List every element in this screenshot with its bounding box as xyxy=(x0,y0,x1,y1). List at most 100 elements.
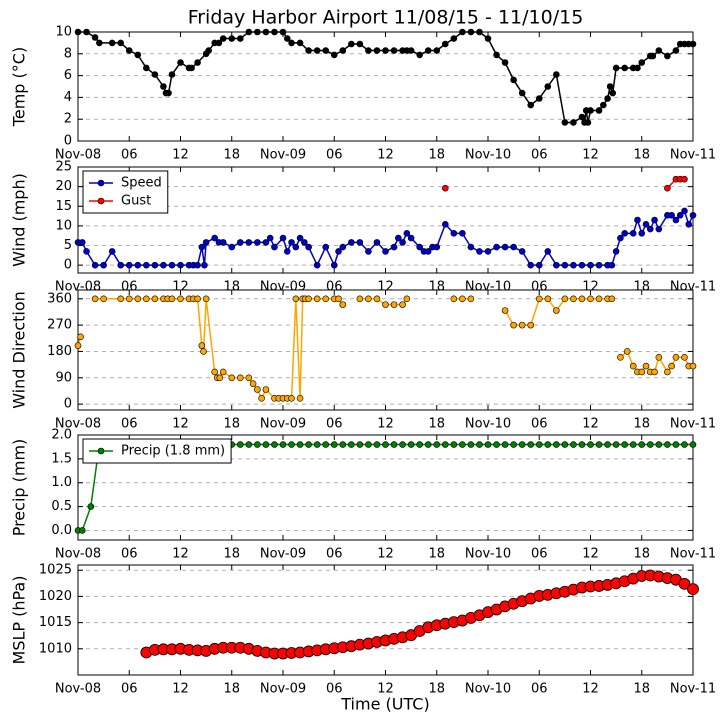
data-point xyxy=(168,71,176,78)
y-axis-label: Precip (mm) xyxy=(10,439,29,537)
data-point xyxy=(292,295,300,303)
data-point xyxy=(125,295,133,303)
data-point xyxy=(216,374,224,382)
x-tick-label: 12 xyxy=(172,148,189,163)
y-tick-label: 0 xyxy=(64,397,72,412)
y-tick-label: 25 xyxy=(55,160,72,175)
data-point xyxy=(236,239,244,246)
data-point xyxy=(687,583,699,595)
data-point xyxy=(623,348,631,355)
data-point xyxy=(600,101,607,109)
data-point xyxy=(570,441,577,448)
data-point xyxy=(245,239,253,246)
data-point xyxy=(416,441,423,448)
y-tick-label: 1025 xyxy=(39,563,72,578)
data-point xyxy=(535,261,543,269)
legend-marker xyxy=(97,179,105,187)
series-line xyxy=(78,209,694,268)
data-point xyxy=(78,239,86,246)
data-point xyxy=(672,47,680,54)
data-point xyxy=(595,441,603,448)
data-point xyxy=(100,261,107,269)
data-point xyxy=(87,503,95,510)
data-point xyxy=(108,248,116,255)
y-tick-label: 0.5 xyxy=(51,499,72,514)
data-point xyxy=(382,441,389,448)
data-point xyxy=(198,243,206,251)
x-tick-label: 06 xyxy=(531,148,548,163)
data-point xyxy=(373,441,381,448)
x-tick-label: Nov-09 xyxy=(260,280,306,295)
data-point xyxy=(467,243,475,251)
data-point xyxy=(609,89,617,97)
data-point xyxy=(262,386,270,393)
x-tick-label: Nov-11 xyxy=(670,280,716,295)
legend-marker xyxy=(97,197,105,205)
data-point xyxy=(201,261,208,269)
data-point xyxy=(617,354,624,361)
series-line xyxy=(95,298,344,401)
data-point xyxy=(493,243,500,251)
data-point xyxy=(339,301,347,308)
data-point xyxy=(339,441,347,448)
data-point xyxy=(168,295,176,303)
data-point xyxy=(553,307,560,314)
data-point xyxy=(215,39,223,47)
x-tick-label: 06 xyxy=(121,547,138,562)
data-point xyxy=(188,64,195,72)
data-point xyxy=(664,368,671,376)
data-point xyxy=(219,35,227,42)
data-point xyxy=(395,234,402,242)
data-point xyxy=(424,441,432,448)
x-tick-label: Nov-08 xyxy=(55,547,101,562)
data-point xyxy=(356,239,364,246)
data-point xyxy=(595,107,603,114)
data-point xyxy=(202,239,210,246)
data-point xyxy=(433,441,441,448)
data-point xyxy=(266,234,274,242)
y-tick-label: 1.0 xyxy=(51,475,72,490)
data-point xyxy=(681,207,688,215)
x-tick-label: 12 xyxy=(172,417,189,432)
plot-frame xyxy=(77,289,694,411)
data-point xyxy=(689,40,697,48)
data-point xyxy=(322,441,330,448)
data-point xyxy=(292,243,300,251)
plot-frame xyxy=(77,31,694,142)
data-point xyxy=(262,239,270,246)
data-point xyxy=(484,35,492,42)
data-point xyxy=(578,113,586,121)
y-tick-label: 1010 xyxy=(39,641,72,656)
data-point xyxy=(279,441,287,448)
data-point xyxy=(407,47,415,54)
data-point xyxy=(646,225,654,233)
data-point xyxy=(254,441,261,448)
data-point xyxy=(676,211,684,219)
data-point xyxy=(621,441,628,448)
data-point xyxy=(254,386,261,393)
x-tick-label: 06 xyxy=(326,417,343,432)
data-point xyxy=(348,441,355,448)
data-point xyxy=(283,35,291,42)
data-point xyxy=(219,239,227,246)
data-point xyxy=(544,295,552,303)
data-point xyxy=(236,35,244,42)
data-point xyxy=(313,47,321,54)
data-point xyxy=(629,441,637,448)
data-point xyxy=(279,28,287,36)
x-tick-label: 12 xyxy=(582,682,599,697)
data-point xyxy=(476,28,483,36)
data-point xyxy=(424,47,432,54)
data-point xyxy=(578,295,586,303)
data-point xyxy=(651,216,658,224)
data-point xyxy=(134,295,142,303)
data-point xyxy=(305,295,312,303)
x-tick-label: 12 xyxy=(377,148,394,163)
x-tick-label: 06 xyxy=(531,547,548,562)
x-tick-label: 18 xyxy=(633,547,650,562)
data-point xyxy=(587,295,594,303)
data-point xyxy=(433,243,441,251)
data-point xyxy=(339,47,347,54)
data-point xyxy=(467,441,475,448)
